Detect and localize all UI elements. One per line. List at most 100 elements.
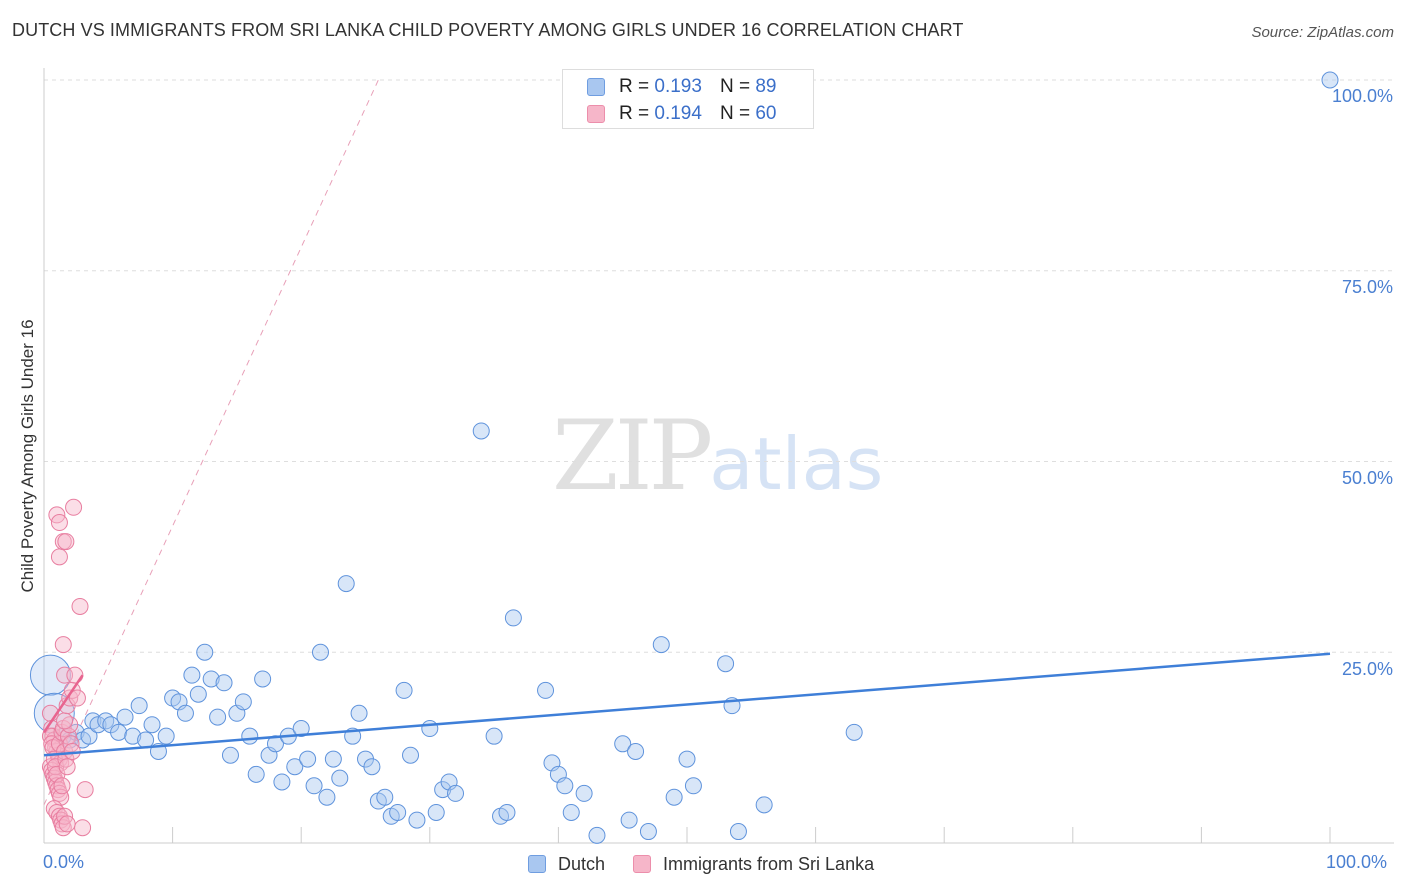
dutch-point [331, 769, 349, 787]
dutch-point [209, 708, 227, 726]
srilanka-point [50, 548, 68, 566]
dutch-point [273, 773, 291, 791]
y-tick-100: 100.0% [1331, 86, 1393, 106]
dutch-point [157, 727, 175, 745]
legend-row-srilanka: R = 0.194 N = 60 [587, 102, 776, 126]
dutch-point [350, 704, 368, 722]
dutch-point [189, 685, 207, 703]
dutch-point [684, 777, 702, 795]
srilanka-point [76, 781, 94, 799]
srilanka-point [71, 597, 89, 615]
dutch-point [395, 681, 413, 699]
dutch-point [498, 803, 516, 821]
dutch-point [537, 681, 555, 699]
srilanka-point [65, 498, 83, 516]
srilanka-point [53, 777, 71, 795]
dutch-point [292, 720, 310, 738]
srilanka-point [58, 815, 76, 833]
srilanka-legend-swatch [633, 855, 652, 873]
correlation-legend: R = 0.193 N = 89 R = 0.194 N = 60 [562, 69, 814, 129]
dutch-point [89, 716, 107, 734]
srilanka-trend-extrapolation [43, 79, 379, 806]
dutch-point [717, 655, 735, 673]
srilanka-n-value: 60 [755, 103, 777, 124]
dutch-point [183, 666, 201, 684]
dutch-point [29, 654, 71, 696]
dutch-point [575, 784, 593, 802]
dutch-point [299, 750, 317, 768]
dutch-point [408, 811, 426, 829]
srilanka-r-value: 0.194 [654, 103, 702, 124]
srilanka-point [54, 636, 72, 654]
dutch-point [254, 670, 272, 688]
dutch-point [215, 674, 233, 692]
watermark-atlas: atlas [709, 422, 884, 506]
dutch-point [376, 788, 394, 806]
dutch-point [176, 704, 194, 722]
srilanka-point [74, 819, 92, 837]
dutch-point [202, 670, 220, 688]
dutch-point [234, 693, 252, 711]
dutch-point [447, 784, 465, 802]
dutch-point [221, 746, 239, 764]
dutch-n-label: N = [719, 76, 751, 97]
dutch-point [116, 708, 134, 726]
dutch-point [389, 803, 407, 821]
dutch-point [627, 742, 645, 760]
legend-item-srilanka[interactable]: Immigrants from Sri Lanka [633, 854, 874, 875]
dutch-point [286, 758, 304, 776]
legend-srilanka-label: Immigrants from Sri Lanka [663, 853, 875, 874]
dutch-point [665, 788, 683, 806]
watermark-zip: ZIP [552, 400, 713, 512]
srilanka-point [66, 666, 84, 684]
dutch-r-label: R = [619, 76, 650, 97]
dutch-point [556, 777, 574, 795]
dutch-point [311, 643, 329, 661]
dutch-point [337, 575, 355, 593]
dutch-point [1321, 71, 1339, 89]
dutch-point [305, 777, 323, 795]
dutch-point [504, 609, 522, 627]
dutch-point [421, 720, 439, 738]
dutch-point [639, 823, 657, 841]
y-axis-label: Child Poverty Among Girls Under 16 [18, 319, 37, 593]
dutch-point [130, 697, 148, 715]
watermark: ZIPatlas [552, 400, 883, 512]
srilanka-trend-line [42, 674, 84, 734]
dutch-point [363, 758, 381, 776]
srilanka-point [56, 712, 74, 730]
y-tick-75: 75.0% [1341, 277, 1393, 297]
dutch-n-value: 89 [755, 76, 777, 97]
y-tick-50: 50.0% [1341, 468, 1393, 488]
srilanka-r-label: R = [619, 103, 650, 124]
dutch-point [247, 765, 265, 783]
srilanka-point [56, 666, 74, 684]
srilanka-point [68, 689, 86, 707]
x-tick-0: 0.0% [43, 852, 85, 872]
dutch-point [652, 636, 670, 654]
dutch-trend-line [43, 652, 1331, 757]
dutch-point [241, 727, 259, 745]
srilanka-swatch [587, 105, 605, 123]
dutch-point [755, 796, 773, 814]
dutch-point [620, 811, 638, 829]
source-credit: Source: ZipAtlas.com [1251, 24, 1394, 41]
dutch-point [562, 803, 580, 821]
srilanka-point [50, 514, 68, 532]
y-tick-25: 25.0% [1341, 659, 1393, 679]
dutch-point [124, 727, 142, 745]
srilanka-n-label: N = [719, 103, 751, 124]
legend-row-dutch: R = 0.193 N = 89 [587, 75, 776, 99]
srilanka-point [58, 758, 76, 776]
dutch-point [318, 788, 336, 806]
dutch-swatch [587, 78, 605, 96]
dutch-point [143, 716, 161, 734]
dutch-point [324, 750, 342, 768]
legend-dutch-label: Dutch [558, 853, 606, 874]
dutch-point [588, 826, 606, 844]
dutch-point [485, 727, 503, 745]
dutch-point [196, 643, 214, 661]
legend-item-dutch[interactable]: Dutch [528, 854, 605, 875]
dutch-point [614, 735, 632, 753]
srilanka-point [57, 533, 75, 551]
